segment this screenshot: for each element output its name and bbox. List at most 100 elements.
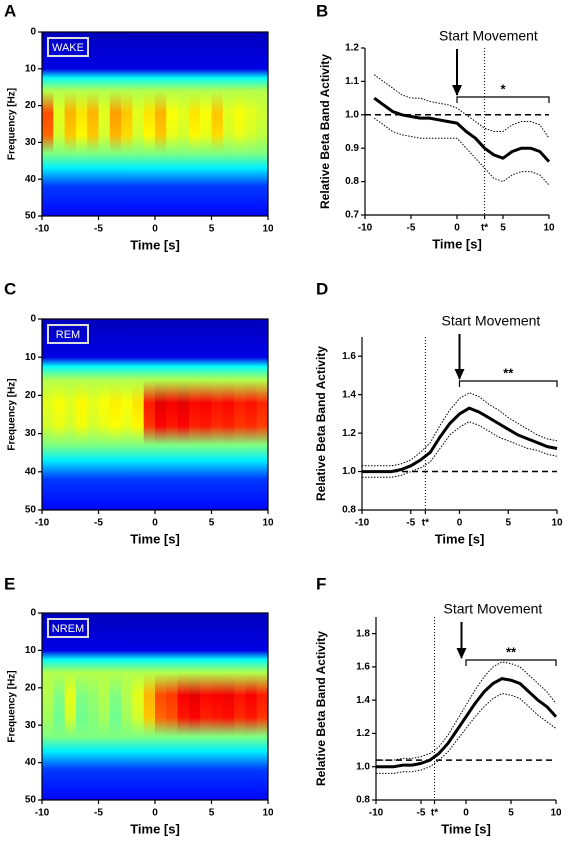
significance-label: ** — [503, 365, 514, 380]
x-axis-title: Time [s] — [130, 821, 180, 836]
y-tick-label: 50 — [25, 211, 37, 222]
line-series — [376, 661, 557, 761]
spectrogram-column — [143, 319, 156, 510]
y-tick-label: 1.2 — [342, 428, 356, 439]
y-tick-label: 20 — [25, 390, 37, 401]
significance-label: * — [500, 81, 506, 96]
y-tick-label: 0.8 — [342, 505, 356, 516]
panel: Start Movement * B -10 -5 0 t* 5 10 0.7 0.8 0.9 1.0 1… — [316, 1, 555, 251]
y-tick-label: 20 — [25, 682, 37, 693]
spectrogram-column — [166, 613, 179, 800]
x-tick-label: t* — [431, 808, 438, 819]
y-tick-label: 0.7 — [345, 210, 359, 221]
arrow-head — [456, 648, 467, 659]
spectrogram-column — [177, 319, 190, 510]
y-tick-label: 0 — [30, 314, 36, 325]
y-axis-title: Relative Beta Band Activity — [314, 346, 328, 501]
spectrogram-column — [245, 613, 258, 800]
state-label-box — [47, 37, 89, 57]
x-tick-label: 10 — [262, 518, 274, 529]
spectrogram-column — [53, 613, 66, 800]
y-tick-label: 1.8 — [356, 628, 370, 639]
y-tick-label: 1.1 — [345, 76, 359, 87]
spectrogram-column — [42, 613, 54, 800]
spectrogram-column — [98, 613, 111, 800]
x-tick-label: 5 — [209, 808, 215, 819]
x-tick-label: 10 — [543, 223, 555, 234]
x-tick-label: -5 — [94, 224, 103, 235]
spectrogram-column — [132, 32, 145, 216]
significance-bracket — [456, 96, 550, 103]
y-tick-label: 50 — [25, 795, 37, 806]
panel: Start Movement ** F -10 -5 t* 0 5 10 0.8 1.0 1.2 1.4… — [314, 574, 562, 836]
panel: Start Movement ** D -10 -5 t* 0 5 10 0.8 1.0 1.2 1.4… — [314, 279, 563, 546]
x-tick-label: -10 — [358, 223, 373, 234]
spectrogram-column — [155, 319, 167, 510]
spectrogram-column — [64, 32, 77, 216]
x-tick-label: 10 — [262, 224, 274, 235]
y-tick-label: 30 — [25, 720, 37, 731]
x-tick-label: 10 — [551, 518, 563, 529]
spectrogram-column — [109, 613, 122, 800]
spectrogram-column — [234, 32, 246, 216]
y-tick-label: 20 — [25, 100, 37, 111]
y-axis-title: Relative Beta Band Activity — [318, 54, 332, 209]
spectrogram-column — [98, 319, 111, 510]
spectrogram-column — [245, 319, 258, 510]
spectrogram-column — [75, 613, 88, 800]
spectrogram-column — [155, 32, 167, 216]
state-label-box — [47, 618, 89, 638]
spectrogram-column — [188, 32, 201, 216]
x-tick-label: 0 — [152, 224, 158, 235]
x-tick-label: 0 — [463, 808, 469, 819]
line-series — [362, 406, 558, 474]
spectrogram-column — [132, 613, 145, 800]
x-tick-label: 5 — [505, 518, 511, 529]
spectrogram-column — [132, 319, 145, 510]
panel-label: E — [4, 574, 15, 593]
spectrogram-column — [188, 613, 201, 800]
x-tick-label: 5 — [209, 224, 215, 235]
line-series — [373, 74, 550, 139]
x-axis-title: Time [s] — [441, 821, 491, 836]
x-tick-label: -10 — [35, 224, 50, 235]
spectrogram-column — [188, 319, 201, 510]
y-tick-label: 0.8 — [345, 176, 359, 187]
panel-label: B — [316, 1, 328, 20]
x-tick-label: 5 — [508, 808, 514, 819]
state-label: NREM — [52, 623, 84, 635]
y-tick-label: 30 — [25, 137, 37, 148]
spectrogram-column — [222, 613, 235, 800]
spectrogram-column — [211, 32, 224, 216]
y-tick-label: 10 — [25, 645, 37, 656]
spectrogram-column — [42, 319, 54, 510]
spectrogram-column — [87, 613, 99, 800]
x-tick-label: -5 — [417, 808, 426, 819]
x-tick-label: 10 — [262, 808, 274, 819]
spectrogram-column — [64, 613, 77, 800]
spectrogram-column — [166, 319, 179, 510]
spectrogram-column — [166, 32, 179, 216]
spectrogram-column — [53, 32, 66, 216]
x-axis-title: Time [s] — [432, 236, 482, 251]
y-tick-label: 0 — [30, 27, 36, 38]
y-tick-label: 0 — [30, 608, 36, 619]
y-tick-label: 40 — [25, 174, 37, 185]
spectrogram-column — [75, 319, 88, 510]
spectrogram-column — [121, 613, 133, 800]
line-series — [362, 392, 558, 467]
y-axis-title: Frequency [Hz] — [7, 670, 18, 742]
spectrogram-column — [87, 32, 99, 216]
panel: NREM E -10 -5 0 5 10 0 10 20 30 40 50 Time [s] Frequen… — [4, 574, 274, 836]
panel: WAKE A -10 -5 0 5 10 0 10 20 30 40 50 Time [s] Frequen… — [4, 1, 274, 252]
x-tick-label: 0 — [152, 808, 158, 819]
x-tick-label: 0 — [457, 518, 463, 529]
line-series — [376, 693, 557, 774]
y-tick-label: 1.4 — [342, 389, 356, 400]
spectrogram-column — [177, 32, 190, 216]
x-axis-title: Time [s] — [435, 531, 485, 546]
spectrogram-column — [234, 613, 246, 800]
spectrogram-column — [211, 319, 224, 510]
spectrogram-column — [75, 32, 88, 216]
